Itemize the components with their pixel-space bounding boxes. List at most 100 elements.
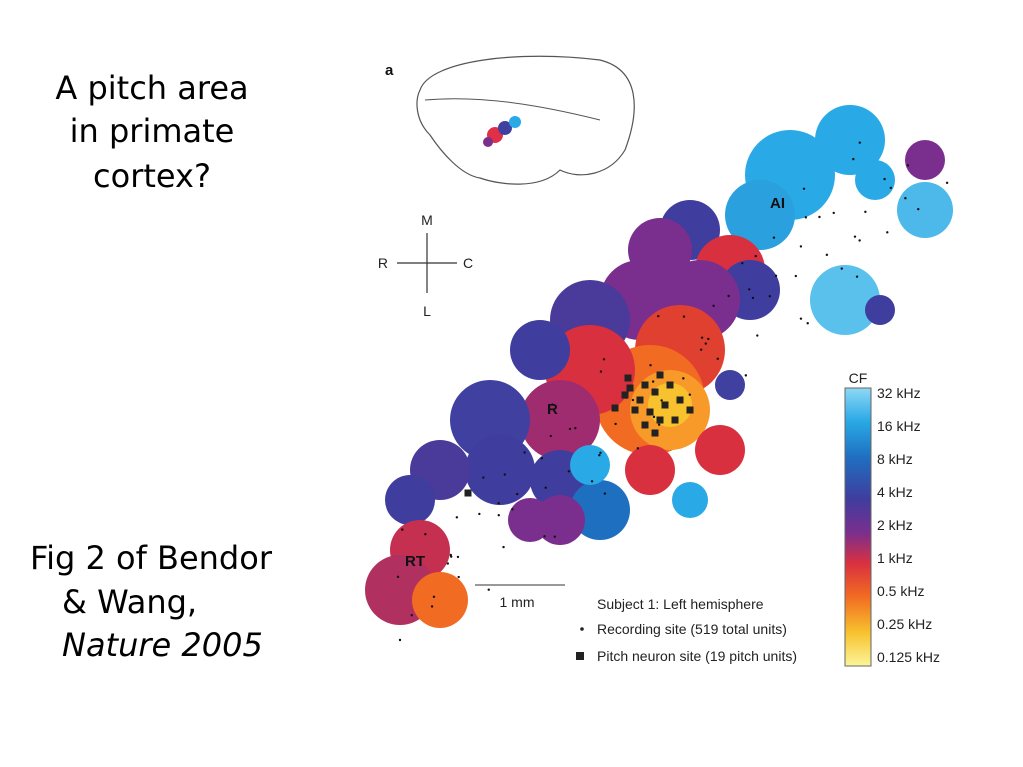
recording-dot xyxy=(410,614,413,617)
citation-line: & Wang, xyxy=(62,583,197,621)
citation-line: Nature 2005 xyxy=(62,626,263,664)
recording-dot xyxy=(631,398,635,402)
colorbar-label: 0.5 kHz xyxy=(877,583,924,599)
orientation-label: R xyxy=(378,255,388,271)
recording-dot xyxy=(574,426,577,430)
recording-dot xyxy=(741,261,744,265)
brain-inset-map xyxy=(483,116,521,147)
recording-dot xyxy=(660,399,663,402)
pitch-site xyxy=(641,421,649,429)
recording-dot xyxy=(704,342,707,345)
region-label: RT xyxy=(405,553,425,570)
colorbar xyxy=(844,387,872,667)
recording-dot xyxy=(799,317,803,320)
recording-dot xyxy=(553,535,556,538)
recording-dot xyxy=(457,575,460,579)
map-blob xyxy=(520,380,600,460)
recording-dot xyxy=(599,370,603,373)
recording-dot xyxy=(852,157,855,161)
recording-dot xyxy=(456,555,460,559)
recording-dot xyxy=(756,334,759,337)
pitch-site xyxy=(621,391,629,399)
recording-dot xyxy=(543,535,546,538)
recording-dot xyxy=(396,575,400,579)
recording-dot xyxy=(682,377,685,380)
recording-dot xyxy=(497,502,500,505)
recording-dot xyxy=(906,164,910,167)
recording-dot xyxy=(432,595,436,598)
recording-dot xyxy=(544,486,547,489)
map-blob xyxy=(510,320,570,380)
recording-dot xyxy=(748,288,751,291)
recording-dot xyxy=(716,357,719,361)
recording-dot xyxy=(549,434,553,438)
pitch-site xyxy=(636,396,644,404)
citation-line: Fig 2 of Bendor xyxy=(30,539,273,577)
legend-entry: Pitch neuron site (19 pitch units) xyxy=(597,648,797,664)
recording-dot xyxy=(603,492,607,495)
map-blob xyxy=(715,370,745,400)
recording-dot xyxy=(657,314,660,318)
recording-dot xyxy=(590,480,594,483)
map-blob xyxy=(570,480,630,540)
recording-dot xyxy=(794,274,798,278)
map-blob xyxy=(648,383,692,427)
panel-label: a xyxy=(385,62,394,79)
recording-dot xyxy=(688,393,692,396)
orientation-label: C xyxy=(463,255,473,271)
recording-dot xyxy=(840,267,843,270)
recording-dot xyxy=(904,197,907,200)
map-blob xyxy=(905,140,945,180)
title-line: in primate xyxy=(70,112,235,150)
recording-dot xyxy=(614,422,617,426)
pitch-site xyxy=(666,381,674,389)
recording-dot xyxy=(799,245,803,248)
recording-dot xyxy=(864,210,867,214)
brain-outline xyxy=(416,55,635,185)
recording-dot xyxy=(551,403,554,406)
map-blob xyxy=(465,435,535,505)
recording-dot xyxy=(636,447,640,450)
map-blob xyxy=(810,265,880,335)
region-label: AI xyxy=(770,195,785,212)
colorbar-label: 1 kHz xyxy=(877,550,913,566)
recording-dot xyxy=(567,470,571,473)
recording-dot xyxy=(652,415,656,419)
pitch-site xyxy=(631,406,639,414)
recording-dot xyxy=(598,453,601,457)
colorbar-label: 8 kHz xyxy=(877,451,913,467)
pitch-site xyxy=(676,396,684,404)
orientation-label: M xyxy=(421,212,433,228)
colorbar-label: 32 kHz xyxy=(877,385,921,401)
recording-dot xyxy=(825,253,829,257)
pitch-site xyxy=(656,371,664,379)
title-line: A pitch area xyxy=(55,69,248,107)
recording-dot xyxy=(804,216,808,219)
colorbar-label: 0.125 kHz xyxy=(877,649,940,665)
recording-dot xyxy=(707,337,710,341)
pitch-site xyxy=(656,416,664,424)
recording-dot xyxy=(511,508,514,511)
colorbar-label: 16 kHz xyxy=(877,418,921,434)
recording-dot xyxy=(858,239,861,242)
map-blob xyxy=(815,105,885,175)
recording-dot xyxy=(478,512,481,516)
region-label: R xyxy=(547,401,558,418)
recording-dot xyxy=(430,605,434,608)
recording-dot xyxy=(768,295,772,298)
recording-dot xyxy=(482,476,485,479)
recording-dot xyxy=(523,451,526,454)
pitch-site xyxy=(626,384,634,392)
recording-dot xyxy=(515,492,519,496)
title-line: cortex? xyxy=(93,157,211,195)
pitch-site xyxy=(651,388,659,396)
pitch-site xyxy=(624,374,632,382)
recording-dot xyxy=(455,516,459,519)
map-blob xyxy=(385,475,435,525)
recording-dot xyxy=(657,423,661,426)
recording-dot xyxy=(503,473,506,476)
recording-dot xyxy=(744,374,748,377)
recording-dot xyxy=(806,322,809,325)
map-blob xyxy=(625,445,675,495)
